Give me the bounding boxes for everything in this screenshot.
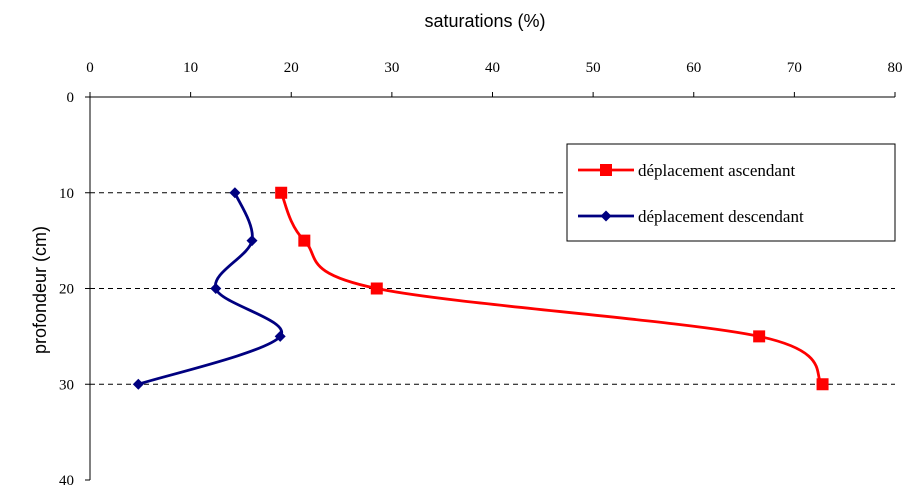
legend-swatch-marker [600,210,612,222]
data-point [816,378,829,391]
series-1 [275,186,829,391]
y-tick-label: 0 [67,90,75,106]
data-point [246,235,258,247]
x-tick-label: 10 [183,60,198,76]
series [132,186,829,391]
y-tick-label: 40 [59,473,74,488]
series-line [136,191,284,386]
data-point [275,186,288,199]
data-point [298,234,311,247]
data-point [210,283,222,294]
x-tick-label: 40 [485,60,500,76]
x-tick-label: 0 [86,60,94,76]
data-point [132,378,144,390]
legend-label: déplacement ascendant [638,161,795,180]
legend-swatch-marker [600,164,612,176]
y-ticks: 0 10 20 30 40 [59,90,90,488]
legend-label: déplacement descendant [638,207,804,226]
x-tick-label: 50 [586,60,601,76]
y-axis-title: profondeur (cm) [30,226,50,354]
x-tick-label: 20 [284,60,299,76]
data-point [229,187,241,199]
legend-item: déplacement descendant [578,207,804,226]
y-tick-label: 10 [59,186,74,202]
x-tick-label: 60 [686,60,701,76]
data-point [274,330,286,342]
x-tick-label: 80 [888,60,903,76]
legend-item: déplacement ascendant [578,161,795,180]
series-2 [132,187,286,390]
y-tick-label: 20 [59,282,74,298]
y-tick-label: 30 [59,377,74,393]
x-ticks: 0 10 20 30 40 50 60 70 80 [86,60,903,97]
data-point [370,282,383,295]
x-axis-title: saturations (%) [424,11,545,31]
x-tick-label: 70 [787,60,802,76]
legend-box [566,143,896,242]
data-point [753,330,766,343]
legend: déplacement ascendant déplacement descend… [566,143,896,242]
x-tick-label: 30 [384,60,399,76]
